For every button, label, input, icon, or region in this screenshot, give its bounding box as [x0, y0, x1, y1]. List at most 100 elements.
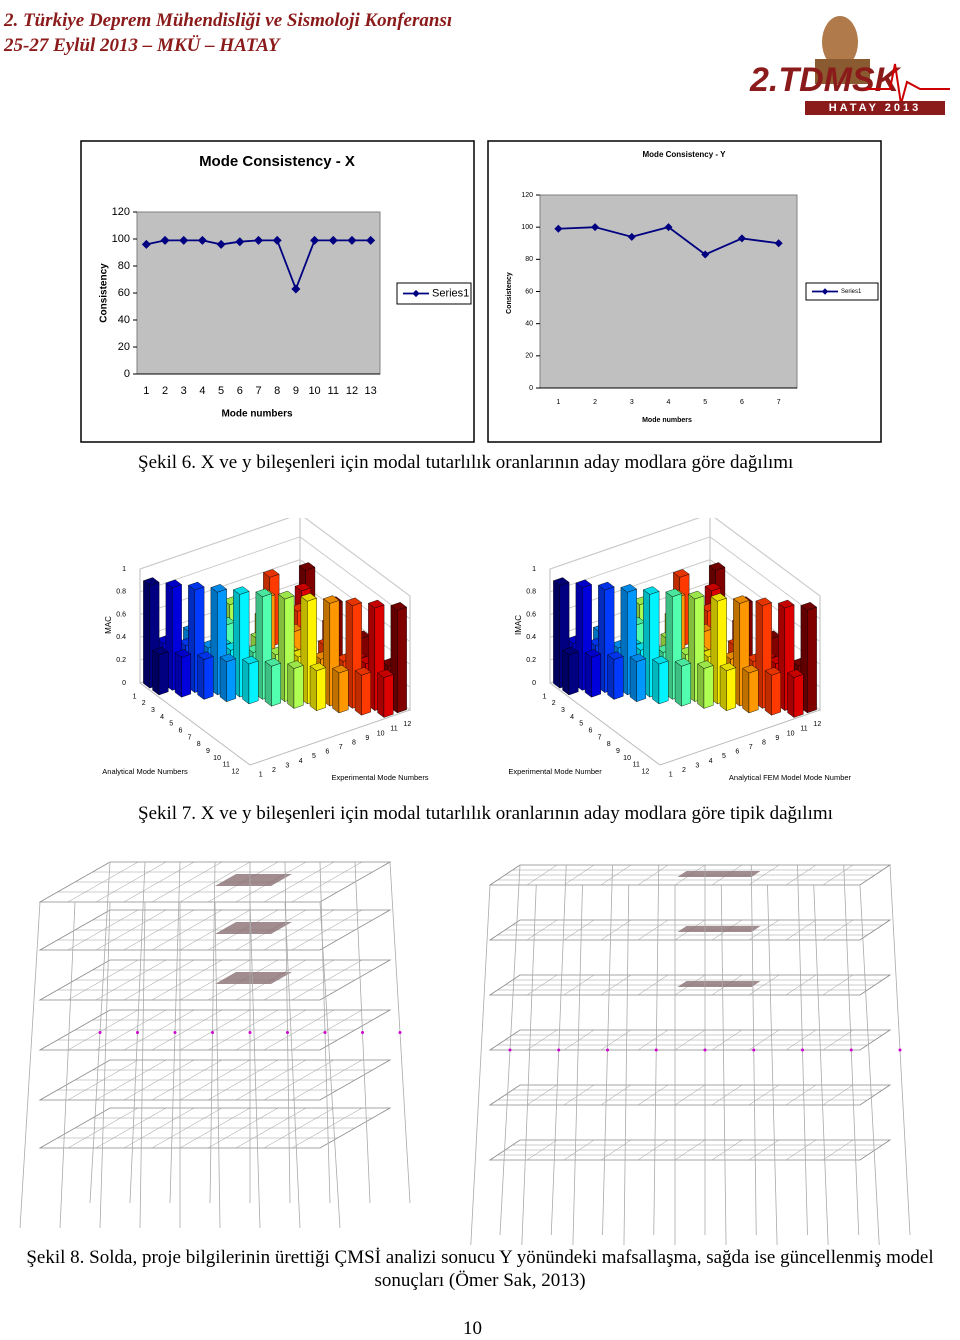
- point: [216, 239, 226, 249]
- bar-face: [807, 606, 817, 714]
- bar-face: [187, 581, 205, 591]
- bar-face: [562, 649, 570, 696]
- column: [720, 884, 727, 1245]
- column: [572, 884, 583, 1245]
- hinge: [211, 1031, 214, 1034]
- column: [521, 884, 537, 1245]
- x-tick-label: 10: [213, 755, 221, 762]
- slab: [677, 871, 761, 877]
- column: [319, 901, 341, 1229]
- line-chart: Mode Consistency - Y 0 20 40 60 80 100 120 1 2 3 4 5…: [487, 140, 882, 443]
- page-number: 10: [463, 1318, 482, 1339]
- column: [813, 884, 829, 1245]
- bar-face: [383, 674, 394, 718]
- floor-plate: [488, 1139, 892, 1161]
- bar-face: [613, 656, 624, 700]
- z-tick-label: 0.2: [116, 657, 126, 664]
- z-tick-label: 0.2: [526, 657, 536, 664]
- bar-face: [377, 669, 394, 678]
- column: [139, 901, 146, 1229]
- y-tick-label: 0: [124, 368, 130, 380]
- bar-face: [568, 651, 579, 696]
- floor-plate: [38, 959, 392, 1001]
- grid-line: [139, 518, 411, 597]
- hinge: [898, 1048, 902, 1052]
- bar-face: [377, 672, 385, 718]
- bar-face: [708, 562, 726, 571]
- hinge: [801, 1048, 804, 1052]
- bar-face: [726, 667, 736, 711]
- point: [591, 223, 600, 232]
- logo-figure: [822, 16, 858, 68]
- bar-face: [636, 658, 646, 702]
- y-tick-label: 9: [775, 735, 779, 742]
- bar-face: [298, 562, 316, 571]
- column: [284, 901, 301, 1229]
- x-tick-label: 7: [598, 734, 602, 741]
- y-tick-label: 1: [669, 772, 673, 779]
- bar-face: [316, 667, 326, 711]
- bar-face: [248, 660, 259, 705]
- y-tick-label: 20: [118, 341, 130, 353]
- bar-face: [642, 586, 660, 595]
- column: [19, 901, 41, 1229]
- bar-face: [354, 670, 362, 716]
- x-tick-label: 8: [197, 741, 201, 748]
- y-tick-label: 4: [709, 758, 713, 765]
- grid-line: [549, 518, 821, 597]
- bar-face: [672, 569, 690, 578]
- y-tick-label: 120: [521, 192, 533, 199]
- bar-face: [287, 663, 295, 709]
- x-axis-label: Mode numbers: [221, 409, 293, 420]
- point: [254, 235, 263, 245]
- y-tick-label: 11: [800, 726, 807, 733]
- x-tick-label: 1: [143, 385, 149, 397]
- bar-face: [591, 653, 601, 698]
- y-tick-label: 100: [112, 233, 130, 245]
- y-tick-label: 80: [118, 260, 130, 272]
- bar-face: [152, 649, 160, 696]
- bar-face: [242, 658, 250, 705]
- hinge: [557, 1048, 561, 1052]
- z-tick-label: 0.8: [526, 589, 536, 596]
- bar-face: [181, 653, 191, 698]
- bar-face: [300, 593, 318, 602]
- bar-face: [704, 582, 722, 592]
- z-axis-label: MAC: [104, 616, 113, 634]
- grid-line: [139, 536, 411, 620]
- legend-label: Series1: [432, 287, 469, 299]
- hinge: [508, 1048, 512, 1052]
- floor-plate: [38, 909, 392, 951]
- bar-face: [681, 662, 691, 707]
- bar-face: [652, 655, 669, 665]
- x-tick-label: 1: [133, 693, 137, 700]
- header-line: 25-27 Eylül 2013 – MKÜ – HATAY: [4, 35, 280, 56]
- point: [272, 235, 282, 245]
- bar-face: [764, 667, 782, 676]
- floor-plate: [488, 1084, 892, 1106]
- logo-figure: [815, 59, 870, 84]
- x-tick-label: 11: [223, 762, 230, 769]
- bar-face: [710, 593, 728, 602]
- bar-face: [553, 580, 560, 689]
- bar-face: [787, 669, 804, 678]
- legend-label: Series1: [841, 289, 862, 295]
- y-tick-label: 6: [735, 749, 739, 756]
- x-tick-label: 4: [570, 714, 574, 721]
- bar-face: [165, 579, 183, 588]
- bar-face: [174, 649, 192, 658]
- legend-box: [805, 282, 879, 301]
- x-tick-label: 4: [160, 714, 164, 721]
- x-tick-label: 3: [630, 399, 634, 406]
- slab: [215, 874, 292, 886]
- bar-face: [367, 599, 385, 609]
- bar-face: [552, 577, 570, 586]
- bar-face: [674, 661, 682, 707]
- y-tick-label: 10: [377, 730, 385, 737]
- chart-title: Mode Consistency - Y: [643, 150, 727, 159]
- bar-face: [697, 663, 705, 709]
- y-tick-label: 8: [762, 739, 766, 746]
- bar-face: [597, 581, 615, 591]
